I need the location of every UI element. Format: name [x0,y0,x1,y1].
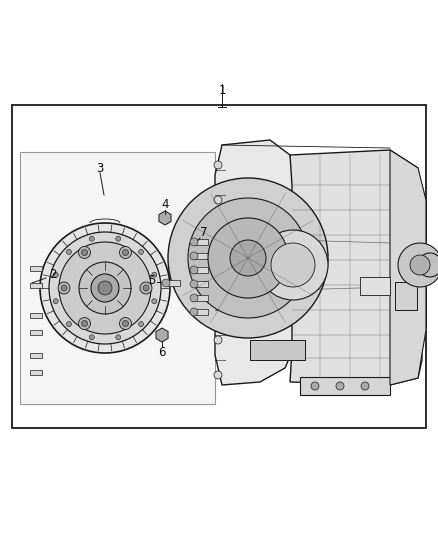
Circle shape [271,243,315,287]
Circle shape [190,294,198,302]
Bar [30,329,42,335]
Bar [30,312,42,318]
Circle shape [311,382,319,390]
Circle shape [67,249,71,254]
Circle shape [59,242,151,334]
Circle shape [81,320,88,327]
Text: 6: 6 [158,345,166,359]
Circle shape [214,371,222,379]
Text: 3: 3 [96,161,104,174]
Bar [192,253,208,259]
Circle shape [190,238,198,246]
Circle shape [116,335,121,340]
Circle shape [190,252,198,260]
Polygon shape [300,377,390,395]
Circle shape [152,272,157,277]
Bar [192,239,208,245]
Circle shape [214,196,222,204]
Polygon shape [156,328,168,342]
Bar [30,282,42,287]
Circle shape [214,161,222,169]
Circle shape [58,282,70,294]
Circle shape [89,236,94,241]
Circle shape [140,282,152,294]
Circle shape [410,255,430,275]
Bar [192,309,208,315]
Polygon shape [290,150,422,385]
Text: 2: 2 [49,269,57,281]
Circle shape [79,262,131,314]
Circle shape [123,249,128,255]
Circle shape [120,318,131,329]
Bar [12,105,426,428]
Circle shape [188,198,308,318]
Text: 5: 5 [148,273,155,287]
Text: 4: 4 [161,198,169,212]
Circle shape [208,218,288,298]
Circle shape [143,285,149,291]
Bar [192,295,208,301]
Circle shape [230,240,266,276]
Circle shape [190,266,198,274]
Bar [192,281,208,287]
Circle shape [138,249,144,254]
Circle shape [418,253,438,277]
Circle shape [190,280,198,288]
Bar [192,267,208,273]
Polygon shape [215,140,295,385]
Bar [395,282,417,310]
Circle shape [40,223,170,353]
Circle shape [67,321,71,327]
Circle shape [91,274,119,302]
Circle shape [49,232,161,344]
Text: 7: 7 [200,225,208,238]
Circle shape [78,246,91,259]
Circle shape [162,279,170,287]
Circle shape [123,320,128,327]
Circle shape [81,249,88,255]
Bar [30,352,42,358]
Bar [20,152,215,404]
Bar [30,265,42,271]
Circle shape [168,178,328,338]
Bar [164,280,180,286]
Circle shape [152,298,157,304]
Circle shape [138,321,144,327]
Circle shape [214,336,222,344]
Circle shape [98,281,112,295]
Circle shape [116,236,121,241]
Circle shape [89,335,94,340]
Circle shape [53,272,58,277]
Circle shape [336,382,344,390]
Circle shape [78,318,91,329]
Circle shape [258,230,328,300]
Circle shape [61,285,67,291]
Circle shape [53,298,58,304]
Text: 1: 1 [218,84,226,96]
Circle shape [361,382,369,390]
Bar [30,369,42,375]
Bar [250,340,305,360]
Circle shape [120,246,131,259]
Polygon shape [159,211,171,225]
Circle shape [190,308,198,316]
Bar [360,277,390,295]
Circle shape [398,243,438,287]
Polygon shape [390,150,426,385]
